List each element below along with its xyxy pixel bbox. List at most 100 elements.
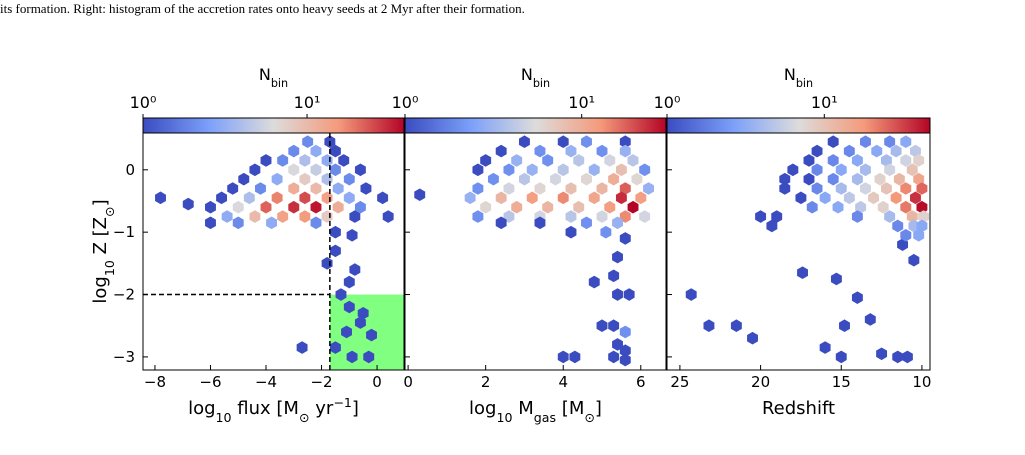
- axes-frame: [142, 132, 405, 371]
- hex-bin: [588, 163, 600, 177]
- hex-bin: [839, 319, 850, 333]
- hex-bin: [310, 144, 322, 158]
- hex-bin: [472, 163, 484, 177]
- colorbar-tick-label: 10⁰: [130, 93, 157, 112]
- hex-bin: [864, 313, 876, 326]
- hex-bin: [619, 325, 631, 339]
- hex-bin: [901, 350, 913, 364]
- hex-bin: [205, 216, 216, 230]
- y-axis-label-part: 10: [102, 260, 117, 276]
- hex-bin: [627, 200, 639, 214]
- hex-bin: [916, 200, 928, 214]
- hex-bin: [612, 250, 623, 264]
- hex-bin: [803, 154, 815, 167]
- hex-bin: [631, 172, 643, 186]
- hex-bin: [860, 163, 871, 177]
- hex-bin: [916, 219, 928, 233]
- hex-bin: [880, 154, 892, 167]
- hex-bin: [354, 200, 366, 214]
- y-axis-label-part: Z [Z: [90, 217, 111, 260]
- hex-bin: [550, 172, 561, 186]
- hex-bin: [900, 154, 912, 167]
- hex-bin: [600, 225, 612, 239]
- hex-bin: [511, 200, 523, 214]
- hex-bin: [302, 135, 314, 149]
- colorbar-label-part: bin: [271, 77, 288, 90]
- hex-bin: [588, 275, 600, 289]
- colorbar-tick-label: 10⁰: [392, 93, 419, 112]
- hex-bin: [232, 216, 244, 230]
- x-tick-label: 0: [403, 373, 413, 391]
- hex-bin: [382, 210, 394, 223]
- x-tick-label: −4: [255, 373, 277, 391]
- hex-bin: [271, 191, 283, 205]
- hex-bin: [604, 154, 616, 167]
- hex-bin: [755, 210, 767, 223]
- hex-bin: [349, 263, 361, 276]
- hex-bin: [906, 210, 918, 223]
- hex-bin: [329, 225, 341, 239]
- x-axis-label-part: ⊙: [584, 410, 595, 425]
- hex-bin: [366, 328, 377, 342]
- hex-bin: [874, 172, 886, 186]
- hex-bin: [893, 172, 905, 186]
- hex-bin: [254, 182, 266, 195]
- hex-bin: [338, 154, 350, 167]
- hex-bin: [573, 154, 585, 167]
- hex-bin: [797, 266, 808, 280]
- hex-bin: [795, 191, 807, 205]
- x-axis-label-part: −1: [333, 395, 352, 410]
- hex-bin: [860, 182, 871, 195]
- hex-bin: [892, 219, 904, 233]
- x-tick-label: −2: [310, 373, 332, 391]
- hex-bin: [329, 163, 341, 177]
- hex-bin: [588, 191, 600, 205]
- hex-bin: [608, 350, 620, 364]
- hex-bin: [868, 191, 879, 205]
- hex-bin: [803, 172, 815, 186]
- hex-bin: [296, 341, 308, 354]
- x-tick-label: 20: [751, 373, 770, 391]
- hex-bin: [238, 172, 250, 186]
- hex-bin: [581, 135, 592, 149]
- hex-bin: [321, 257, 333, 270]
- x-tick-label: 4: [558, 373, 568, 391]
- colorbar: [142, 117, 405, 134]
- hex-bin: [557, 350, 569, 364]
- hex-bin: [299, 154, 311, 167]
- hex-bin: [534, 216, 546, 230]
- y-axis-label: log10 Z [Z⊙]: [90, 199, 117, 303]
- hex-bin: [329, 341, 341, 354]
- hex-bin: [843, 191, 855, 205]
- colorbar-label-part: N: [521, 65, 533, 84]
- hex-bin: [363, 350, 375, 364]
- hex-bin: [557, 191, 569, 205]
- hex-bin: [811, 144, 823, 158]
- hex-bin: [542, 154, 554, 167]
- colorbar-label: Nbin: [521, 65, 550, 90]
- hex-bin: [766, 219, 778, 233]
- hex-bin: [573, 200, 585, 214]
- y-tick-label: −2: [113, 286, 135, 304]
- colorbar-tick-label: 10¹: [811, 93, 838, 112]
- axes-frame: [666, 132, 931, 371]
- hex-bin: [771, 210, 783, 223]
- hex-bin: [360, 182, 372, 195]
- caption: its formation. Right: histogram of the a…: [0, 1, 525, 16]
- x-axis-label-part: Redshift: [762, 398, 835, 419]
- colorbar: [404, 117, 667, 134]
- hex-bin: [918, 210, 929, 223]
- hex-bin: [604, 200, 616, 214]
- hex-bin: [343, 191, 355, 205]
- hex-bin: [703, 319, 715, 333]
- hex-bin: [343, 172, 355, 186]
- x-axis-label-part: ]: [595, 398, 602, 419]
- hex-bin: [835, 182, 847, 195]
- colorbar-tick-label: 10¹: [294, 93, 321, 112]
- hex-bin: [526, 163, 538, 177]
- hex-bin: [730, 319, 742, 333]
- hex-bin: [685, 288, 697, 301]
- hex-bin: [518, 172, 530, 186]
- x-axis-label-part: yr: [310, 398, 334, 419]
- hex-bin: [565, 225, 577, 239]
